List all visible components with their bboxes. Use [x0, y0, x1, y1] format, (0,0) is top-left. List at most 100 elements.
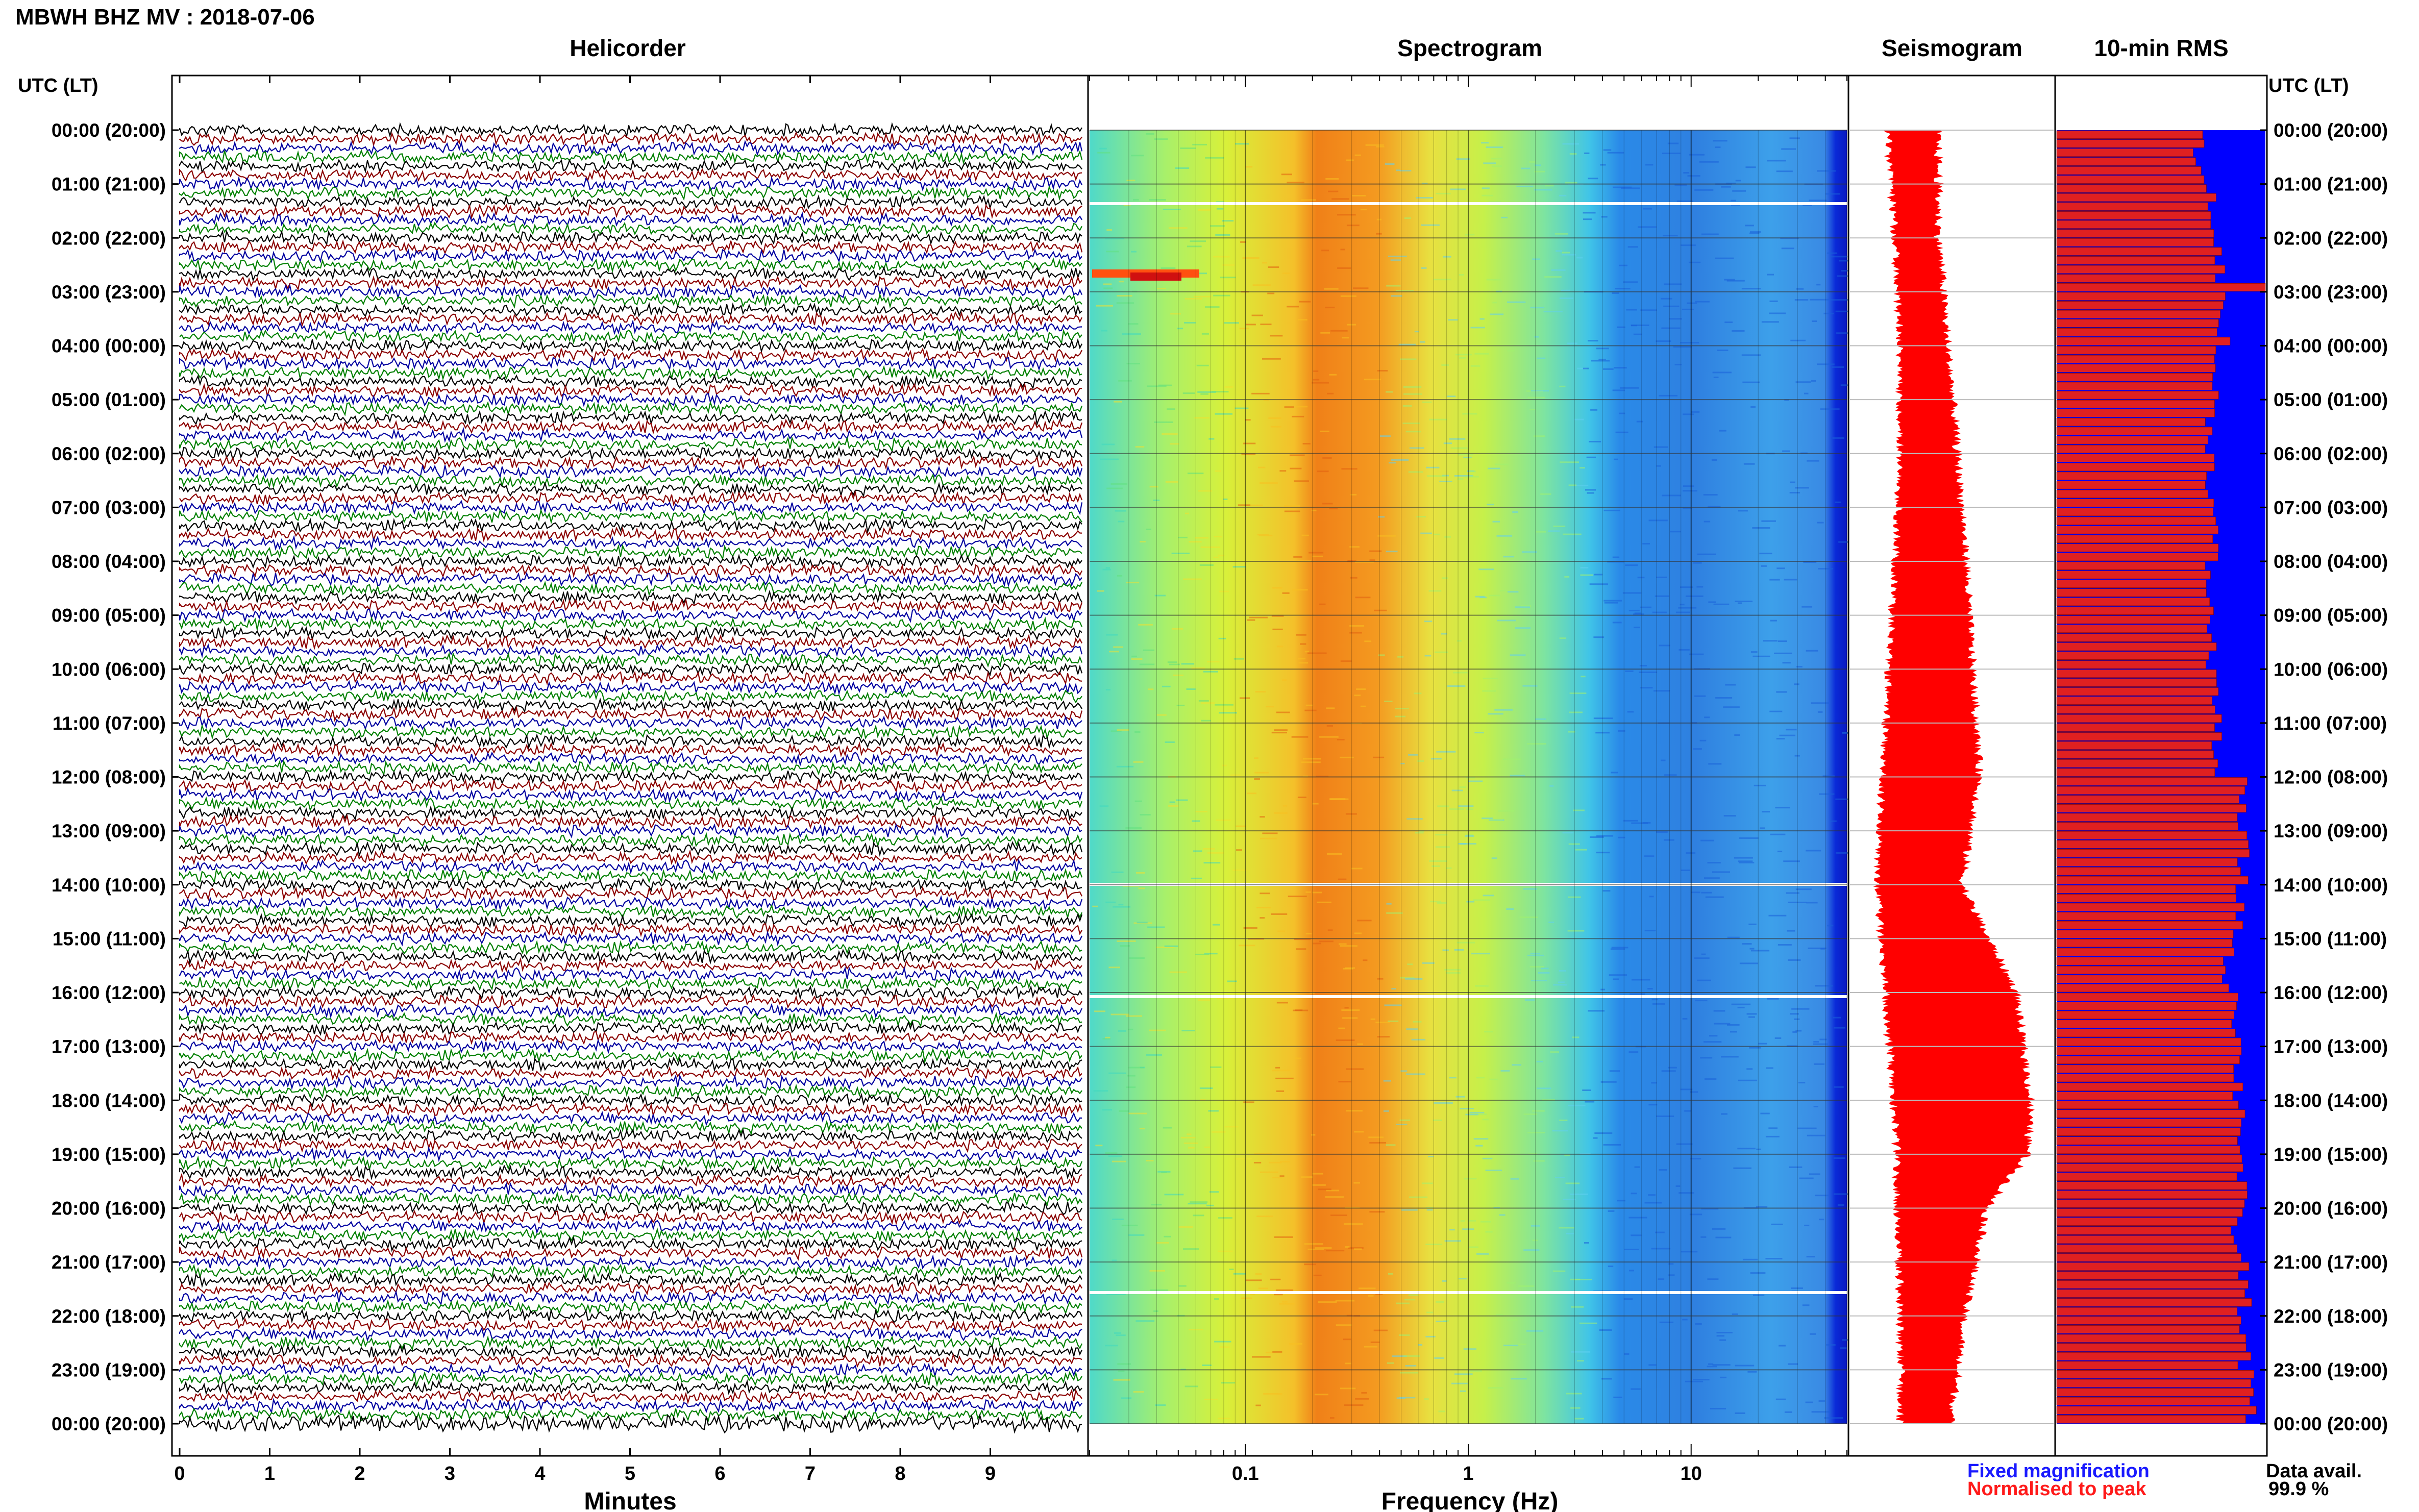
time-label-right: 17:00 (13:00)	[2274, 1036, 2388, 1057]
helicorder-trace	[179, 158, 1082, 174]
rms-bar	[2056, 660, 2206, 669]
helicorder-trace	[179, 1128, 1082, 1145]
rms-bar	[2056, 1127, 2241, 1136]
time-label-right: 21:00 (17:00)	[2274, 1252, 2388, 1273]
helicorder-trace	[179, 526, 1082, 543]
helicorder-trace	[179, 724, 1082, 740]
rms-bar	[2056, 561, 2206, 570]
rms-bar	[2056, 1163, 2243, 1172]
rms-bar	[2056, 1199, 2245, 1208]
helicorder-trace	[179, 176, 1082, 192]
helicorder-trace	[179, 840, 1083, 858]
minutes-tick-label: 7	[805, 1463, 816, 1484]
helicorder-trace	[179, 1110, 1082, 1127]
rms-bar	[2056, 678, 2217, 687]
rms-bar	[2056, 912, 2236, 921]
rms-bar	[2056, 723, 2215, 732]
helicorder-trace	[179, 1362, 1082, 1378]
time-label-right: 14:00 (10:00)	[2274, 875, 2388, 896]
helicorder-trace	[179, 769, 1083, 785]
time-label-left: 06:00 (02:00)	[52, 443, 166, 464]
seismogram-panel	[1847, 75, 2056, 1457]
rms-bar	[2056, 1262, 2250, 1271]
rms-bar	[2056, 1406, 2257, 1415]
time-label-left: 14:00 (10:00)	[52, 875, 166, 896]
helicorder-trace	[179, 886, 1082, 902]
time-label-left: 16:00 (12:00)	[52, 982, 166, 1003]
seismogram-title: Seismogram	[1882, 35, 2022, 61]
helicorder-trace	[179, 328, 1082, 345]
time-label-left: 05:00 (01:00)	[52, 389, 166, 410]
rms-bar	[2056, 1235, 2234, 1244]
helicorder-trace	[179, 671, 1082, 686]
rms-bar	[2056, 463, 2215, 472]
helicorder-trace	[179, 1029, 1082, 1045]
minutes-tick-label: 3	[445, 1463, 455, 1484]
rms-bar	[2056, 867, 2241, 876]
frequency-label: Frequency (Hz)	[1381, 1488, 1559, 1512]
rms-bar	[2056, 714, 2222, 723]
helicorder-trace	[179, 1137, 1082, 1153]
helicorder-trace	[179, 1003, 1083, 1019]
rms-bar	[2056, 777, 2248, 786]
rms-bar	[2056, 1010, 2234, 1020]
rms-bar	[2056, 804, 2247, 813]
helicorder-trace	[179, 517, 1082, 534]
time-label-right: 00:00 (20:00)	[2274, 120, 2388, 141]
frequency-tick-label: 0.1	[1232, 1463, 1259, 1484]
rms-bar	[2056, 220, 2211, 229]
rms-bar	[2056, 534, 2213, 543]
time-label-left: 01:00 (21:00)	[52, 174, 166, 195]
helicorder-trace	[179, 319, 1082, 335]
rms-bar	[2056, 984, 2229, 993]
rms-panel	[2054, 75, 2268, 1457]
helicorder-trace	[179, 1201, 1082, 1216]
rms-bar	[2056, 1047, 2242, 1055]
helicorder-trace	[179, 1352, 1082, 1369]
rms-bar	[2056, 139, 2205, 148]
rms-bar	[2056, 1334, 2247, 1343]
helicorder-trace	[179, 1344, 1082, 1360]
rms-bar	[2056, 1397, 2250, 1406]
time-label-right: 02:00 (22:00)	[2274, 228, 2388, 249]
helicorder-trace	[179, 1245, 1083, 1261]
time-axis-left: 00:00 (20:00) 01:00 (21:00) 02:00 (22:00) 0…	[52, 120, 166, 1434]
time-label-right: 10:00 (06:00)	[2274, 659, 2388, 680]
helicorder-trace	[179, 338, 1082, 354]
helicorder-trace	[179, 733, 1082, 750]
time-label-right: 20:00 (16:00)	[2274, 1198, 2388, 1219]
rms-bar	[2056, 1145, 2240, 1154]
rms-bar	[2056, 1244, 2237, 1253]
time-label-left: 08:00 (04:00)	[52, 551, 166, 572]
rms-bar	[2056, 409, 2215, 417]
time-label-left: 02:00 (22:00)	[52, 228, 166, 249]
helicorder-trace	[179, 455, 1083, 470]
time-label-left: 23:00 (19:00)	[52, 1359, 166, 1380]
rms-bar	[2056, 543, 2219, 552]
helicorder-trace	[179, 302, 1082, 318]
time-label-right: 03:00 (23:00)	[2274, 282, 2388, 303]
helicorder-trace	[179, 239, 1083, 255]
rms-bar	[2056, 876, 2249, 885]
time-label-left: 07:00 (03:00)	[52, 497, 166, 518]
rms-bar	[2056, 1037, 2241, 1046]
rms-bar	[2056, 444, 2206, 454]
helicorder-trace	[179, 939, 1082, 956]
rms-bar	[2056, 1172, 2237, 1181]
rms-bar	[2056, 669, 2217, 678]
helicorder-trace	[179, 436, 1082, 453]
rms-bar	[2056, 1316, 2241, 1325]
time-label-left: 21:00 (17:00)	[52, 1252, 166, 1273]
rms-bar	[2056, 1226, 2231, 1235]
helicorder-trace	[179, 1182, 1082, 1199]
rms-bar	[2056, 355, 2215, 364]
rms-bar	[2056, 364, 2216, 373]
helicorder-trace	[179, 490, 1083, 507]
helicorder-trace	[179, 185, 1082, 201]
helicorder-trace	[179, 347, 1082, 363]
rms-bar	[2056, 211, 2211, 220]
helicorder-trace	[179, 221, 1082, 237]
helicorder-trace	[179, 895, 1083, 911]
rms-bar	[2056, 400, 2215, 409]
helicorder-trace	[179, 257, 1082, 274]
